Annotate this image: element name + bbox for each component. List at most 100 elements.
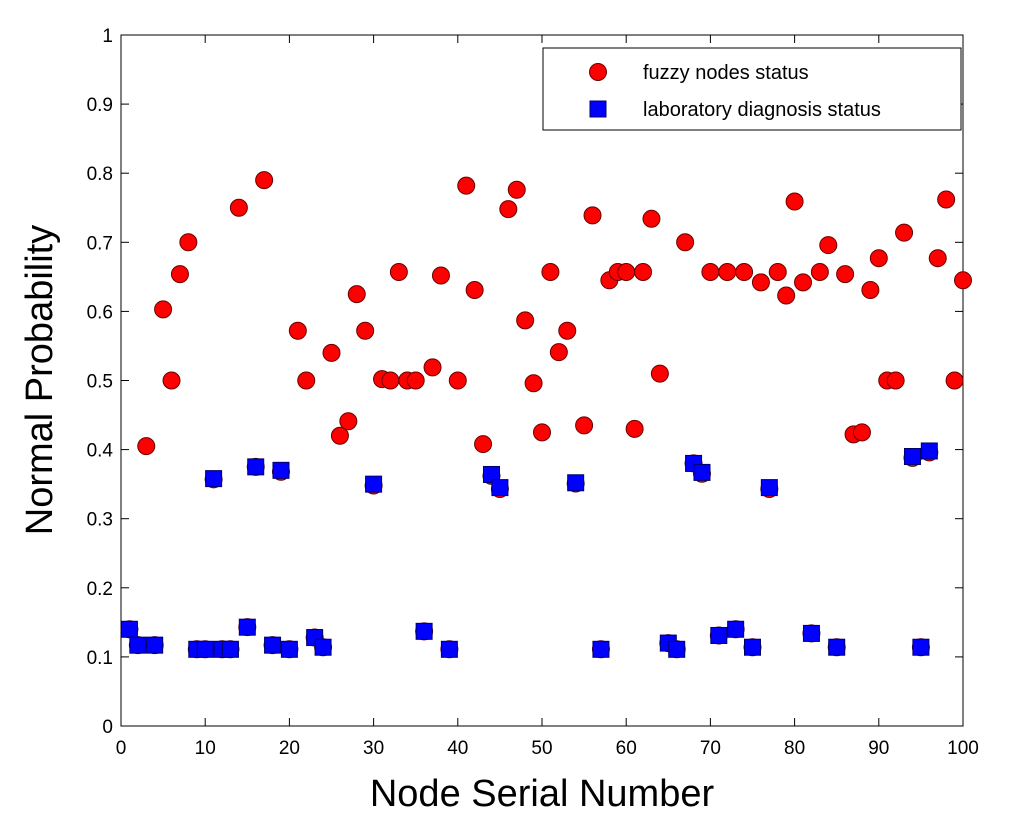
fuzzy-point xyxy=(676,233,695,252)
laboratory-point xyxy=(238,618,256,636)
fuzzy-point xyxy=(448,371,467,390)
laboratory-point xyxy=(903,448,921,466)
fuzzy-point xyxy=(389,263,408,282)
x-tick-label: 20 xyxy=(279,738,300,759)
fuzzy-point xyxy=(162,371,181,390)
fuzzy-point xyxy=(819,236,838,255)
fuzzy-point xyxy=(869,249,888,268)
laboratory-point xyxy=(744,638,761,656)
y-tick-label: 1 xyxy=(102,26,113,47)
fuzzy-point xyxy=(810,263,829,282)
fuzzy-point xyxy=(937,190,956,209)
x-tick-label: 90 xyxy=(868,738,889,759)
x-tick-label: 40 xyxy=(447,738,468,759)
fuzzy-point xyxy=(255,171,274,190)
fuzzy-point xyxy=(154,300,173,319)
laboratory-point xyxy=(912,638,930,656)
fuzzy-point xyxy=(381,371,400,390)
laboratory-point xyxy=(802,624,820,642)
x-tick-label: 80 xyxy=(784,738,805,759)
laboratory-point xyxy=(221,640,239,658)
fuzzy-point xyxy=(524,374,543,393)
fuzzy-point xyxy=(322,343,341,362)
fuzzy-point xyxy=(954,271,972,290)
laboratory-point xyxy=(415,622,433,640)
laboratory-point xyxy=(710,626,728,644)
laboratory-point xyxy=(567,474,585,492)
y-tick-label: 0.4 xyxy=(87,441,114,462)
fuzzy-point xyxy=(347,285,366,304)
fuzzy-point xyxy=(288,321,307,340)
y-tick-label: 0.7 xyxy=(87,233,113,254)
legend-marker-fuzzy xyxy=(589,63,607,81)
fuzzy-point xyxy=(625,419,644,438)
series-laboratory-diagnosis xyxy=(120,442,938,658)
laboratory-point xyxy=(592,640,610,658)
laboratory-point xyxy=(120,620,138,638)
x-tick-label: 30 xyxy=(363,738,384,759)
y-tick-label: 0.5 xyxy=(87,372,113,393)
fuzzy-point xyxy=(583,206,602,225)
fuzzy-point xyxy=(945,371,964,390)
y-tick-label: 0.8 xyxy=(87,164,113,185)
fuzzy-point xyxy=(895,223,914,242)
fuzzy-point xyxy=(785,192,804,211)
fuzzy-point xyxy=(339,412,358,431)
legend: fuzzy nodes status laboratory diagnosis … xyxy=(542,47,962,131)
y-axis-title: Normal Probability xyxy=(19,225,61,535)
laboratory-point xyxy=(129,636,147,654)
fuzzy-point xyxy=(768,263,787,282)
laboratory-point xyxy=(668,640,686,658)
fuzzy-point xyxy=(558,321,577,340)
fuzzy-point xyxy=(137,437,156,456)
fuzzy-point xyxy=(861,280,880,299)
fuzzy-point xyxy=(406,371,425,390)
laboratory-point xyxy=(264,636,282,654)
laboratory-point xyxy=(760,479,778,497)
legend-marker-laboratory xyxy=(589,100,607,118)
fuzzy-point xyxy=(533,423,551,442)
laboratory-point xyxy=(205,470,223,488)
x-axis-title: Node Serial Number xyxy=(370,773,715,815)
y-tick-label: 0.1 xyxy=(87,648,113,669)
laboratory-point xyxy=(440,640,458,658)
fuzzy-point xyxy=(297,371,316,390)
fuzzy-point xyxy=(465,280,484,299)
laboratory-point xyxy=(828,638,846,656)
fuzzy-point xyxy=(507,180,526,199)
fuzzy-point xyxy=(474,435,493,454)
fuzzy-point xyxy=(794,273,813,292)
fuzzy-point xyxy=(886,371,905,390)
x-tick-label: 60 xyxy=(616,738,637,759)
fuzzy-point xyxy=(650,364,669,383)
fuzzy-point xyxy=(179,233,198,252)
laboratory-point xyxy=(280,640,298,658)
y-tick-label: 0.9 xyxy=(87,95,113,116)
x-tick-label: 0 xyxy=(116,738,127,759)
fuzzy-point xyxy=(928,249,947,268)
y-tick-label: 0.3 xyxy=(87,510,113,531)
laboratory-point xyxy=(491,479,509,497)
x-tick-label: 100 xyxy=(947,738,979,759)
fuzzy-point xyxy=(642,209,661,228)
y-tick-label: 0 xyxy=(102,717,113,738)
fuzzy-point xyxy=(541,263,560,282)
fuzzy-point xyxy=(735,263,754,282)
fuzzy-point xyxy=(777,286,796,305)
data-series xyxy=(120,171,972,659)
laboratory-point xyxy=(727,620,745,638)
fuzzy-point xyxy=(701,263,720,282)
fuzzy-point xyxy=(229,198,248,217)
fuzzy-point xyxy=(751,273,770,292)
fuzzy-point xyxy=(718,263,737,282)
laboratory-point xyxy=(920,442,938,460)
laboratory-point xyxy=(247,458,265,476)
fuzzy-point xyxy=(836,265,855,284)
fuzzy-point xyxy=(634,263,653,282)
x-tick-label: 70 xyxy=(700,738,721,759)
fuzzy-point xyxy=(170,265,189,284)
fuzzy-point xyxy=(457,176,476,195)
x-tick-label: 50 xyxy=(531,738,552,759)
fuzzy-point xyxy=(549,343,568,362)
